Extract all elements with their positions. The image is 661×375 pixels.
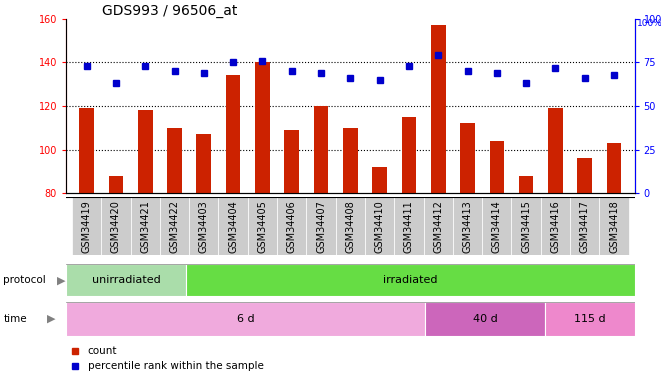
Text: GSM34405: GSM34405 [257,200,268,253]
Text: GSM34415: GSM34415 [521,200,531,253]
Text: GSM34410: GSM34410 [375,200,385,252]
Bar [570,197,600,255]
Text: GSM34414: GSM34414 [492,200,502,252]
Text: GDS993 / 96506_at: GDS993 / 96506_at [102,4,238,18]
Text: 6 d: 6 d [237,314,254,324]
Bar [189,197,219,255]
Text: irradiated: irradiated [383,275,438,285]
Bar [277,197,307,255]
Text: GSM34404: GSM34404 [228,200,238,252]
Text: 115 d: 115 d [574,314,605,324]
Text: GSM34416: GSM34416 [551,200,561,252]
Text: GSM34420: GSM34420 [111,200,121,253]
Bar [314,106,329,193]
Bar [424,197,453,255]
Text: GSM34419: GSM34419 [81,200,92,252]
Bar [607,143,621,193]
Text: GSM34408: GSM34408 [345,200,356,252]
Bar [66,302,425,336]
Bar [66,264,186,296]
Bar [255,62,270,193]
Text: GSM34411: GSM34411 [404,200,414,252]
Text: percentile rank within the sample: percentile rank within the sample [88,360,264,370]
Bar [248,197,277,255]
Bar [365,197,394,255]
Bar [402,117,416,193]
Bar [79,108,94,193]
Text: GSM34413: GSM34413 [463,200,473,252]
Bar [226,75,241,193]
Bar [425,302,545,336]
Bar [336,197,365,255]
Bar [453,197,482,255]
Bar [186,264,635,296]
Bar [545,302,635,336]
Text: GSM34412: GSM34412 [433,200,444,253]
Text: GSM34418: GSM34418 [609,200,619,252]
Bar [196,134,211,193]
Bar [307,197,336,255]
Bar [131,197,160,255]
Text: ▶: ▶ [57,275,65,285]
Bar [490,141,504,193]
Bar [219,197,248,255]
Bar [101,197,131,255]
Bar [600,197,629,255]
Text: protocol: protocol [3,275,46,285]
Bar [512,197,541,255]
Text: GSM34417: GSM34417 [580,200,590,253]
Bar [394,197,424,255]
Bar [460,123,475,193]
Text: GSM34422: GSM34422 [169,200,180,253]
Text: unirradiated: unirradiated [92,275,161,285]
Bar [138,110,153,193]
Bar [519,176,533,193]
Text: GSM34407: GSM34407 [316,200,326,253]
Bar [578,158,592,193]
Text: GSM34406: GSM34406 [287,200,297,252]
Text: GSM34421: GSM34421 [140,200,150,253]
Bar [482,197,512,255]
Bar [72,197,101,255]
Text: 100%: 100% [637,19,661,28]
Bar [548,108,563,193]
Bar [343,128,358,193]
Bar [108,176,123,193]
Text: count: count [88,346,117,356]
Text: ▶: ▶ [48,314,56,324]
Bar [160,197,189,255]
Bar [541,197,570,255]
Bar [167,128,182,193]
Bar [284,130,299,193]
Text: time: time [3,314,27,324]
Bar [431,25,446,193]
Text: GSM34403: GSM34403 [199,200,209,252]
Bar [372,167,387,193]
Text: 40 d: 40 d [473,314,497,324]
